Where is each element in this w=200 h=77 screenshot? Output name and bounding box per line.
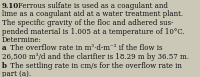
- Text: 9.10: 9.10: [2, 2, 19, 10]
- Text: The settling rate in cm/s for the overflow rate in: The settling rate in cm/s for the overfl…: [8, 62, 181, 70]
- Text: The overflow rate in m³·d-m⁻² if the flow is: The overflow rate in m³·d-m⁻² if the flo…: [8, 45, 162, 53]
- Text: The specific gravity of the floc and adhered sus-: The specific gravity of the floc and adh…: [2, 19, 174, 27]
- Text: pended material is 1.005 at a temperature of 10°C.: pended material is 1.005 at a temperatur…: [2, 27, 185, 35]
- Text: 26,500 m³/d and the clarifier is 18.29 m by 36.57 m.: 26,500 m³/d and the clarifier is 18.29 m…: [2, 53, 189, 61]
- Text: part (a).: part (a).: [2, 70, 31, 77]
- Text: Determine:: Determine:: [2, 36, 42, 44]
- Text: lime as a coagulant aid at a water treatment plant.: lime as a coagulant aid at a water treat…: [2, 10, 183, 18]
- Text: Ferrous sulfate is used as a coagulant and: Ferrous sulfate is used as a coagulant a…: [18, 2, 168, 10]
- Text: a: a: [2, 45, 6, 53]
- Text: b: b: [2, 62, 7, 70]
